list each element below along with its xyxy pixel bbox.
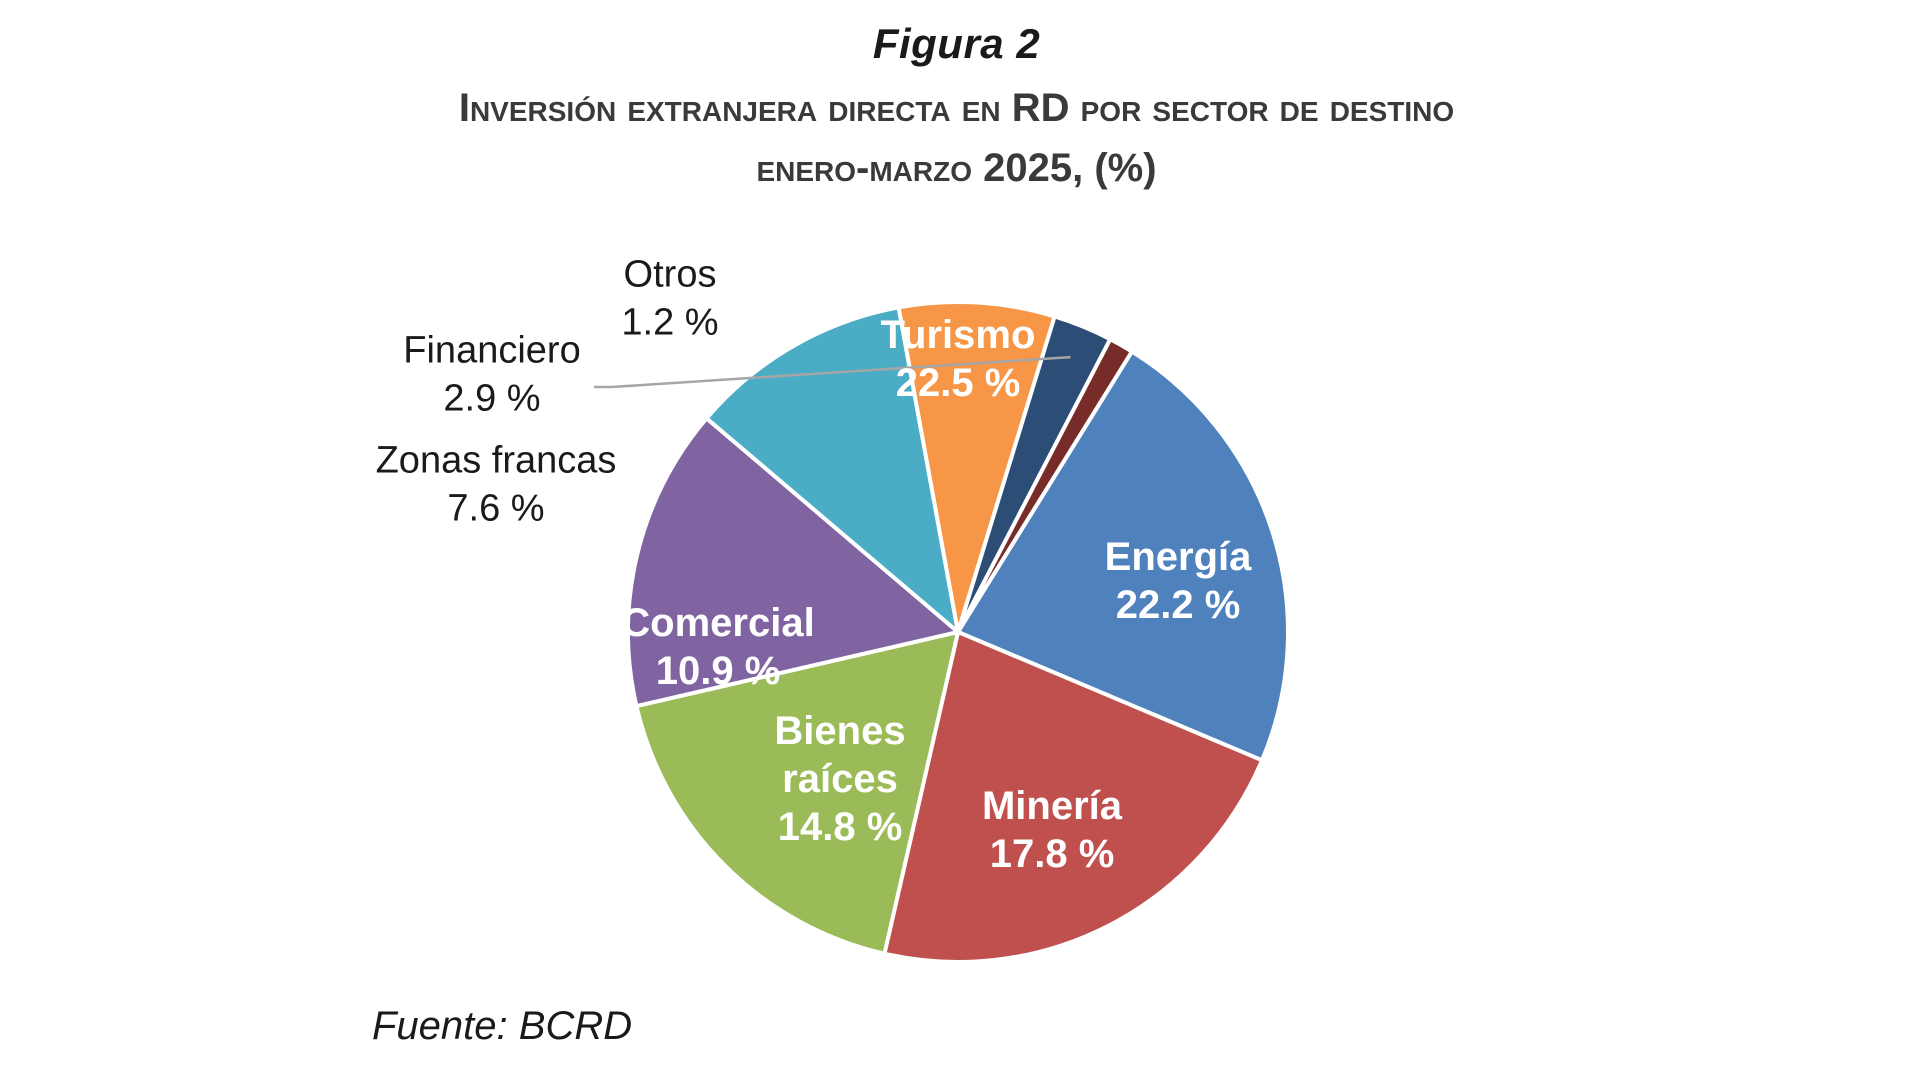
slice-label-turismo: Turismo 22.5 % [881,313,1036,405]
slice-category-label: Zonas francas [376,439,617,481]
slice-category-label: Comercial [621,601,814,645]
slice-label-zonas-francas: Zonas francas 7.6 % [376,439,617,529]
slice-value-label: 14.8 % [778,805,903,849]
slice-category-label: Bienes [774,709,905,753]
slice-value-label: 2.9 % [443,377,540,419]
slice-label-otros: Otros 1.2 % [621,253,718,343]
slice-category-label: Energía [1105,535,1252,579]
slice-otros [956,337,1134,634]
figure-label: Figura 2 [872,20,1041,67]
slice-zonas-francas [896,300,1057,634]
slice-value-label: 22.2 % [1116,583,1241,627]
slice-bienes-raices [626,416,960,709]
slice-value-label: 7.6 % [447,487,544,529]
slice-label-energia: Energía 22.2 % [1105,535,1252,627]
slice-value-label: 10.9 % [656,649,781,693]
source-note: Fuente: BCRD [372,1004,633,1048]
slice-category-label: raíces [782,757,898,801]
slice-value-label: 17.8 % [990,832,1115,876]
slice-label-comercial: Comercial 10.9 % [621,601,814,693]
slice-energia [882,630,1265,965]
chart-title-line-1: Inversión extranjera directa en RD por s… [458,86,1455,130]
slice-label-mineria: Minería 17.8 % [982,784,1123,876]
slice-value-label: 1.2 % [621,301,718,343]
pie-slices [626,300,1290,965]
slice-value-label: 22.5 % [896,361,1021,405]
slice-category-label: Otros [624,253,717,295]
slice-labels: Turismo 22.5 % Energía 22.2 % Minería 17.8 % B… [376,253,1253,876]
slice-label-financiero: Financiero 2.9 % [403,329,580,419]
slice-label-bienes-raices: Bienes raíces 14.8 % [774,709,905,849]
slice-category-label: Minería [982,784,1123,828]
chart-title: Inversión extranjera directa en RD por s… [0,78,1913,198]
slice-turismo [956,349,1290,763]
slice-mineria [634,630,960,956]
slice-category-label: Turismo [881,313,1036,357]
chart-title-line-2: enero-marzo 2025, (%) [756,146,1157,190]
slice-category-label: Financiero [403,329,580,371]
leader-line-financiero [594,355,1071,389]
leader-lines [594,355,1071,389]
slice-comercial [704,305,960,634]
